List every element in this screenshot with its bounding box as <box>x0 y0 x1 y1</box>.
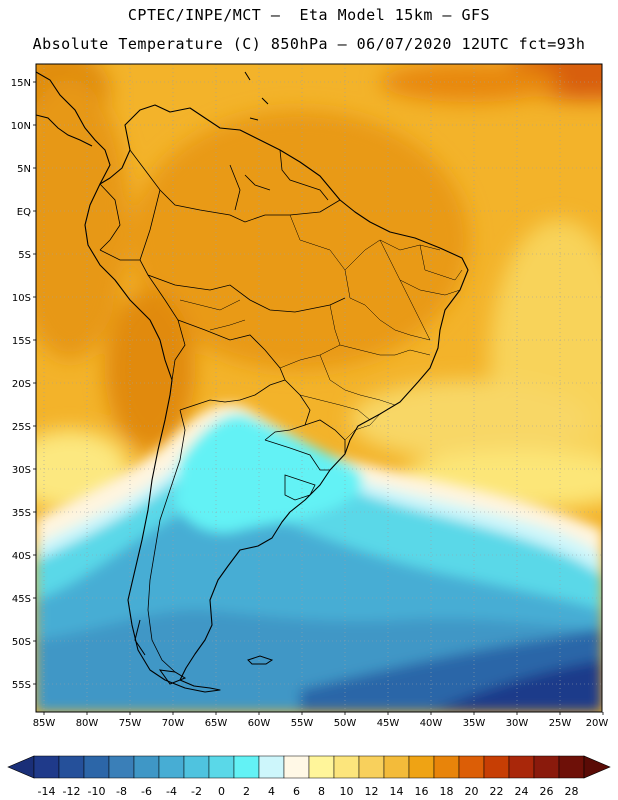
lat-label: 10N <box>11 121 31 132</box>
colorbar-label: 24 <box>515 785 529 798</box>
colorbar-label: -4 <box>166 785 177 798</box>
lon-label: 55W <box>291 718 314 729</box>
colorbar-label: 16 <box>415 785 429 798</box>
lat-label: 50S <box>12 637 31 648</box>
state-borders <box>179 214 463 441</box>
lon-label: 20W <box>586 718 609 729</box>
colorbar-swatch <box>358 755 385 779</box>
colorbar-swatch <box>58 755 85 779</box>
lat-label: 10S <box>12 293 31 304</box>
colorbar-labels: -14 -12 -10 -8 -6 -4 -2 0 2 4 6 8 10 12 14 16 18 20 22 24 26… <box>38 785 579 798</box>
central-america-coastline <box>36 71 111 185</box>
lon-label: 60W <box>248 718 271 729</box>
lat-label: EQ <box>17 207 31 218</box>
lat-label: 55S <box>12 680 31 691</box>
colorbar-swatch <box>133 755 160 779</box>
lat-label: 15N <box>11 78 31 89</box>
colorbar-swatch <box>383 755 410 779</box>
colorbar-low-arrow <box>7 755 35 779</box>
colorbar-swatch <box>508 755 535 779</box>
lon-label: 40W <box>420 718 443 729</box>
colorbar-swatch <box>33 755 60 779</box>
colorbar-swatch <box>558 755 585 779</box>
colorbar-swatch <box>208 755 235 779</box>
colorbar-swatch <box>408 755 435 779</box>
lat-label: 45S <box>12 594 31 605</box>
colorbar-swatch <box>333 755 360 779</box>
latitude-labels: 15N 10N 5N EQ 5S 10S 15S 20S 25S 30S 35S… <box>11 78 31 691</box>
country-borders <box>99 149 346 673</box>
color-scale-bar: -14 -12 -10 -8 -6 -4 -2 0 2 4 6 8 10 12 14 16 18 20 22 24 26… <box>7 755 611 798</box>
colorbar-swatch <box>308 755 335 779</box>
colorbar-label: 18 <box>440 785 454 798</box>
longitude-labels: 85W 80W 75W 70W 65W 60W 55W 50W 45W 40W … <box>33 718 609 729</box>
title-line-1: CPTEC/INPE/MCT – Eta Model 15km – GFS <box>127 6 491 24</box>
colorbar-swatch <box>233 755 260 779</box>
colorbar-label: 4 <box>268 785 275 798</box>
colorbar-label: -6 <box>141 785 152 798</box>
lat-label: 15S <box>12 336 31 347</box>
colorbar-swatch <box>258 755 285 779</box>
lat-label: 40S <box>12 551 31 562</box>
colorbar-swatch <box>83 755 110 779</box>
colorbar-label: -10 <box>88 785 106 798</box>
colorbar-label: 0 <box>218 785 225 798</box>
lat-label: 25S <box>12 422 31 433</box>
colorbar-label: -12 <box>63 785 81 798</box>
lon-label: 25W <box>549 718 572 729</box>
lat-label: 5S <box>18 250 31 261</box>
lon-label: 85W <box>33 718 56 729</box>
colorbar-label: 2 <box>243 785 250 798</box>
lon-label: 70W <box>162 718 185 729</box>
lat-label: 35S <box>12 508 31 519</box>
lon-label: 45W <box>377 718 400 729</box>
lon-label: 30W <box>506 718 529 729</box>
lon-label: 75W <box>119 718 142 729</box>
colorbar-swatch <box>533 755 560 779</box>
colorbar-swatch <box>483 755 510 779</box>
colorbar-label: 6 <box>293 785 300 798</box>
colorbar-swatch <box>183 755 210 779</box>
colorbar-swatches <box>33 755 585 779</box>
colorbar-swatch <box>433 755 460 779</box>
colorbar-label: 22 <box>490 785 504 798</box>
lat-label: 20S <box>12 379 31 390</box>
colorbar-label: 12 <box>365 785 379 798</box>
graticule <box>36 64 602 712</box>
temperature-map: 15N 10N 5N EQ 5S 10S 15S 20S 25S 30S 35S… <box>11 63 609 729</box>
colorbar-label: 8 <box>318 785 325 798</box>
lat-label: 30S <box>12 465 31 476</box>
lat-label: 5N <box>17 164 31 175</box>
axis-ticks <box>33 81 604 715</box>
lon-label: 35W <box>463 718 486 729</box>
lon-label: 65W <box>205 718 228 729</box>
title-line-2: Absolute Temperature (C) 850hPa – 06/07/… <box>32 35 586 53</box>
colorbar-label: -14 <box>38 785 56 798</box>
map-frame <box>35 63 603 713</box>
colorbar-label: -8 <box>116 785 127 798</box>
lon-label: 50W <box>334 718 357 729</box>
colorbar-label: 26 <box>540 785 554 798</box>
colorbar-label: 28 <box>565 785 579 798</box>
colorbar-label: -2 <box>191 785 202 798</box>
colorbar-swatch <box>458 755 485 779</box>
colorbar-label: 20 <box>465 785 479 798</box>
colorbar-high-arrow <box>583 755 611 779</box>
colorbar-label: 14 <box>390 785 404 798</box>
colorbar-swatch <box>283 755 310 779</box>
colorbar-label: 10 <box>340 785 354 798</box>
lon-label: 80W <box>76 718 99 729</box>
colorbar-swatch <box>158 755 185 779</box>
temperature-field <box>36 64 602 712</box>
colorbar-swatch <box>108 755 135 779</box>
